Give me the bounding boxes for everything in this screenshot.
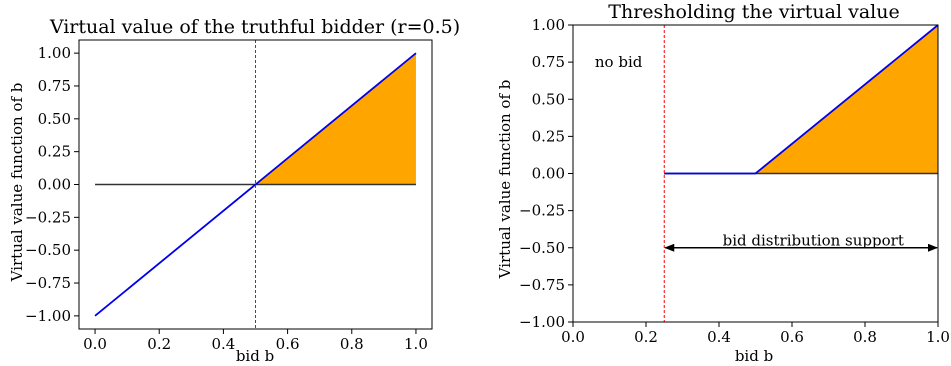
y-tick-label: 0.75	[532, 53, 565, 71]
y-tick-label: 0.00	[532, 165, 565, 183]
y-tick-label: 0.25	[38, 143, 71, 161]
y-tick-label: 0.00	[38, 176, 71, 194]
x-tick-label: 0.4	[707, 328, 731, 346]
x-axis-label: bid b	[735, 347, 773, 365]
y-tick-label: −0.25	[519, 202, 565, 220]
y-tick-label: 0.50	[532, 90, 565, 108]
plot-area: 0.0 0.2 0.4 0.6 0.8 1.0 1.00 0.75 0.50 0.25 0.00 −0…	[25, 39, 433, 353]
x-tick-label: 0.8	[340, 335, 364, 353]
y-tick-label: −0.25	[25, 208, 71, 226]
x-tick-label: 0.4	[211, 335, 235, 353]
y-axis-label: Virtual value function of b	[496, 80, 514, 280]
y-tick-label: 1.00	[38, 44, 71, 62]
y-tick-label: −1.00	[519, 313, 565, 331]
y-tick-label: 0.50	[38, 110, 71, 128]
x-tick-label: 1.0	[926, 328, 950, 346]
x-tick-label: 0.0	[83, 335, 107, 353]
x-tick-label: 1.0	[404, 335, 428, 353]
y-tick-label: 0.25	[532, 127, 565, 145]
chart-title: Virtual value of the truthful bidder (r=…	[49, 16, 460, 38]
y-tick-label: −0.75	[25, 274, 71, 292]
x-tick-label: 0.8	[853, 328, 877, 346]
x-tick-label: 0.6	[276, 335, 300, 353]
x-tick-label: 0.2	[634, 328, 658, 346]
annotation-text: bid distribution support	[723, 231, 904, 249]
chart-title: Thresholding the virtual value	[608, 1, 899, 23]
x-tick-label: 0.2	[147, 335, 171, 353]
chart-thresholding: Thresholding the virtual value bid b Vir…	[496, 1, 950, 365]
y-axis-label: Virtual value function of b	[8, 83, 26, 283]
chart-truthful-bidder: Virtual value of the truthful bidder (r=…	[8, 16, 460, 365]
y-tick-label: −0.50	[519, 239, 565, 257]
y-tick-label: 1.00	[532, 16, 565, 34]
y-tick-label: −0.50	[25, 241, 71, 259]
series-line-0	[94, 52, 417, 317]
x-axis-label: bid b	[236, 347, 274, 365]
annotation-text: no bid	[595, 53, 643, 71]
plot-area: no bid bid distribution support 0.0 0.2 0.4 0…	[519, 16, 950, 346]
y-tick-label: −1.00	[25, 307, 71, 325]
y-tick-label: 0.75	[38, 77, 71, 95]
y-tick-label: −0.75	[519, 276, 565, 294]
x-tick-label: 0.0	[561, 328, 585, 346]
series-line-0	[664, 24, 939, 175]
x-tick-label: 0.6	[780, 328, 804, 346]
